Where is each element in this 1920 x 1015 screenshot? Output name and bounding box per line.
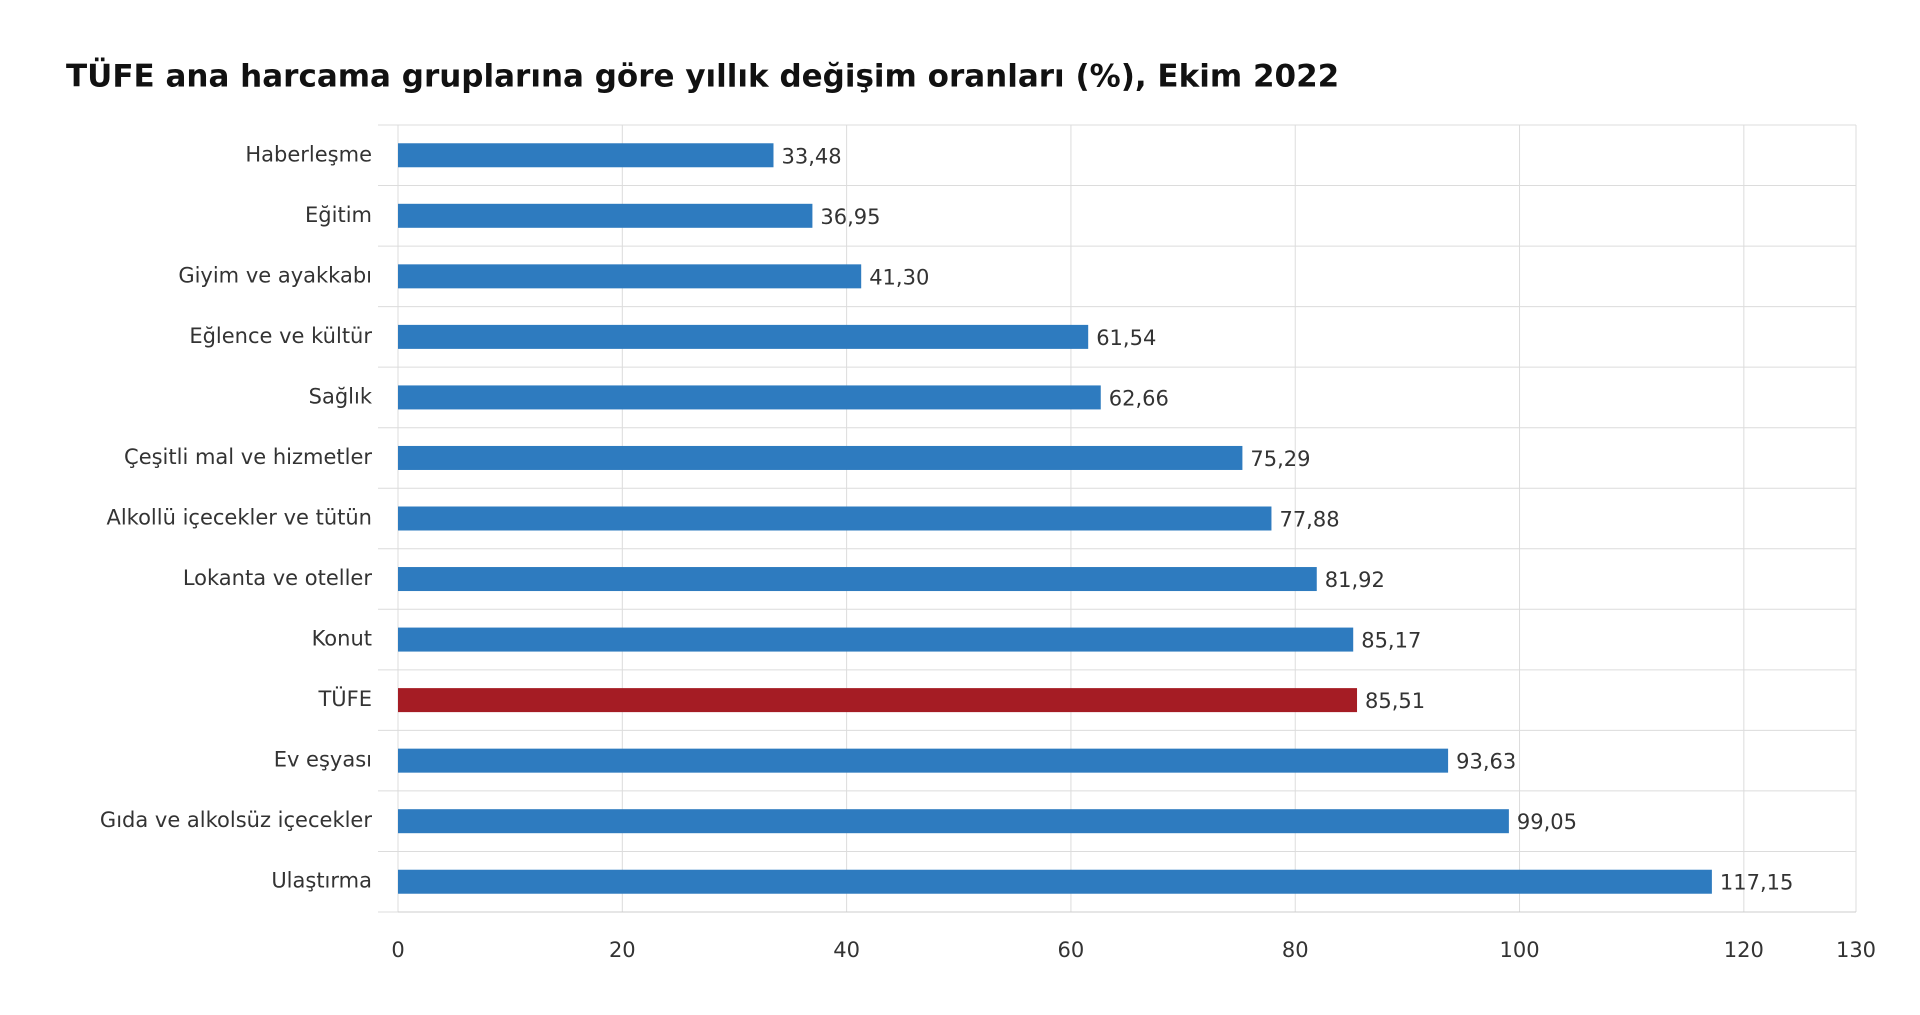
x-tick-label: 0 [391,938,404,962]
bar [398,203,813,228]
value-label: 77,88 [1279,508,1339,532]
bar [398,445,1243,470]
y-tick-label: Alkollü içecekler ve tütün [106,506,372,530]
y-tick-label: TÜFE [317,686,372,711]
value-label: 117,15 [1720,871,1793,895]
y-tick-label: Eğlence ve kültür [189,324,372,348]
x-tick-label: 80 [1282,938,1309,962]
bar [398,264,862,289]
y-tick-label: Sağlık [309,384,373,408]
bar [398,143,774,168]
value-label: 93,63 [1456,750,1516,774]
value-label: 85,51 [1365,689,1425,713]
value-label: 81,92 [1325,568,1385,592]
y-tick-label: Gıda ve alkolsüz içecekler [100,808,372,832]
y-tick-label: Lokanta ve oteller [183,566,373,590]
value-label: 33,48 [781,144,841,168]
x-tick-label: 60 [1058,938,1085,962]
y-tick-label: Giyim ve ayakkabı [178,263,372,287]
x-tick-label: 100 [1499,938,1539,962]
value-label: 99,05 [1517,810,1577,834]
value-label: 85,17 [1361,629,1421,653]
y-tick-label: Eğitim [305,203,372,227]
bar [398,748,1449,773]
bar [398,567,1317,592]
bar [398,869,1712,894]
chart-title: TÜFE ana harcama gruplarına göre yıllık … [66,58,1339,95]
bar [398,627,1354,652]
bar [398,809,1509,834]
value-label: 41,30 [869,265,929,289]
y-tick-label: Haberleşme [245,142,372,166]
value-label: 75,29 [1250,447,1310,471]
x-tick-label: 120 [1724,938,1764,962]
y-tick-label: Ulaştırma [271,869,372,893]
bar [398,385,1101,410]
bar [398,506,1272,531]
x-tick-label: 130 [1836,938,1876,962]
value-label: 36,95 [820,205,880,229]
y-tick-label: Çeşitli mal ve hizmetler [124,445,372,469]
y-tick-label: Konut [312,627,372,651]
y-tick-label: Ev eşyası [274,748,372,772]
value-label: 61,54 [1096,326,1156,350]
x-tick-label: 40 [833,938,860,962]
bar [398,688,1358,713]
value-label: 62,66 [1109,386,1169,410]
bar [398,324,1089,349]
x-tick-label: 20 [609,938,636,962]
